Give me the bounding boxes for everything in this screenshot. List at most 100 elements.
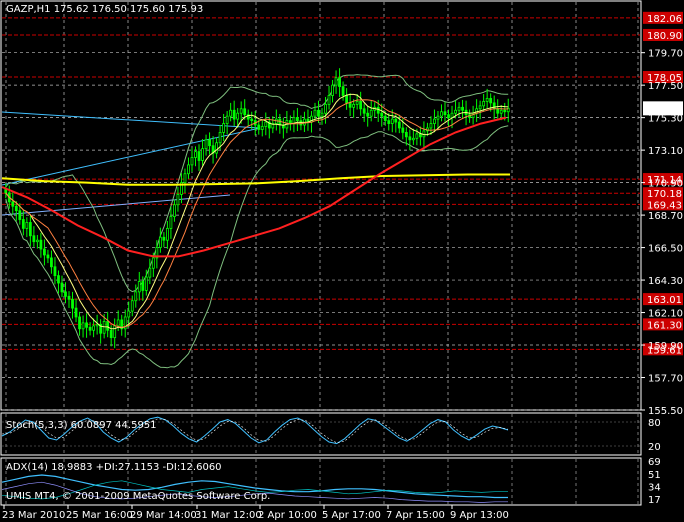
candle-body (187, 164, 190, 175)
candle-body (46, 254, 50, 259)
adx-series (1, 480, 508, 500)
candle-body (250, 118, 254, 121)
candle-body (404, 132, 408, 138)
adx-series (1, 474, 508, 499)
candle-body (366, 112, 370, 117)
candle-body (320, 112, 324, 117)
price-tick-label: 173.10 (648, 146, 683, 157)
price-tick-label: 170.90 (648, 179, 683, 190)
candle-body (162, 236, 166, 241)
price-tick-label: 179.70 (648, 49, 683, 60)
candle-body (317, 109, 320, 117)
ma-fast-b (5, 99, 509, 328)
band-upper (5, 74, 509, 293)
candle-body (127, 310, 131, 318)
candle-body (25, 222, 29, 229)
candle-body (197, 151, 201, 161)
candle-body (324, 103, 327, 114)
level-tag (643, 198, 683, 211)
candle-body (120, 319, 124, 330)
level-tag-label: 170.18 (647, 189, 682, 200)
price-tick-label: 168.70 (648, 211, 683, 222)
stoch-plot-frame (0, 412, 642, 456)
candle-body (183, 173, 187, 184)
candle-body (218, 132, 222, 144)
candle-body (489, 98, 493, 104)
candle-body (492, 102, 496, 110)
candle-body (274, 118, 278, 124)
candle-body (85, 322, 88, 328)
candle-body (113, 325, 117, 339)
candle-body (169, 216, 173, 229)
candle-body (92, 325, 96, 331)
candle-body (123, 316, 127, 330)
candle-body (267, 121, 271, 129)
candle-body (369, 109, 373, 117)
candle-body (383, 115, 387, 121)
candle-body (457, 106, 461, 111)
candle-body (264, 121, 268, 127)
candle-body (239, 108, 243, 114)
stoch-panel: 80 20 (1, 416, 661, 453)
candle-body (429, 123, 433, 129)
ma-mid (1, 116, 507, 258)
candle-body (99, 323, 103, 334)
adx-series (1, 481, 508, 503)
adx-tick-label: 51 (648, 470, 661, 481)
time-tick-label: 25 Mar 16:00 (66, 510, 133, 521)
candle-body (71, 298, 74, 309)
candle-body (397, 121, 401, 129)
candle-body (436, 115, 440, 120)
candle-body (496, 108, 500, 114)
candle-body (21, 219, 25, 229)
candle-body (67, 295, 71, 300)
candle-body (204, 139, 208, 150)
price-tick-label: 175.30 (648, 114, 683, 125)
candle-body (331, 84, 334, 96)
candle-body (257, 124, 261, 130)
candle-body (499, 109, 503, 114)
level-tag-label: 163.01 (647, 295, 682, 306)
candle-body (106, 321, 110, 331)
price-tick-label: 155.50 (648, 406, 683, 417)
candle-body (201, 148, 204, 161)
candle-body (215, 142, 218, 154)
candle-body (313, 109, 317, 117)
candle-body (271, 123, 275, 129)
stoch-series (1, 418, 509, 444)
level-tag (643, 187, 683, 200)
candle-body (95, 323, 99, 327)
candle-body (229, 109, 233, 117)
candle-body (35, 239, 39, 243)
stoch-tick-label: 20 (648, 442, 661, 453)
time-tick-label: 9 Apr 13:00 (450, 510, 509, 521)
bollinger-bands (5, 74, 509, 369)
level-tag-label: 159.61 (647, 345, 682, 356)
copyright-footer: UMIS MT4, © 2001-2009 MetaQuotes Softwar… (6, 491, 270, 502)
chart-header: GAZP,H1 175.62 176.50 175.60 175.93 (6, 4, 203, 15)
candle-body (28, 222, 32, 237)
moving-averages (1, 93, 510, 330)
candle-body (380, 112, 384, 117)
candle-body (14, 205, 18, 212)
candle-body (60, 282, 64, 293)
level-tag-label: 182.06 (647, 14, 682, 25)
candle-body (32, 235, 36, 243)
candle-body (180, 182, 183, 195)
candle-body (401, 127, 405, 133)
candle-body (176, 194, 180, 206)
level-tag-label: 180.90 (647, 31, 682, 42)
candle-body (232, 109, 236, 120)
candle-body (278, 118, 282, 126)
current-price-label: 175.93 (647, 104, 682, 115)
level-tag (643, 11, 683, 24)
candle-body (341, 86, 345, 96)
candle-body (390, 118, 394, 124)
candle-body (243, 108, 247, 116)
candle-body (345, 95, 349, 104)
candle-body (387, 120, 391, 124)
stoch-tick-label: 80 (648, 418, 661, 429)
